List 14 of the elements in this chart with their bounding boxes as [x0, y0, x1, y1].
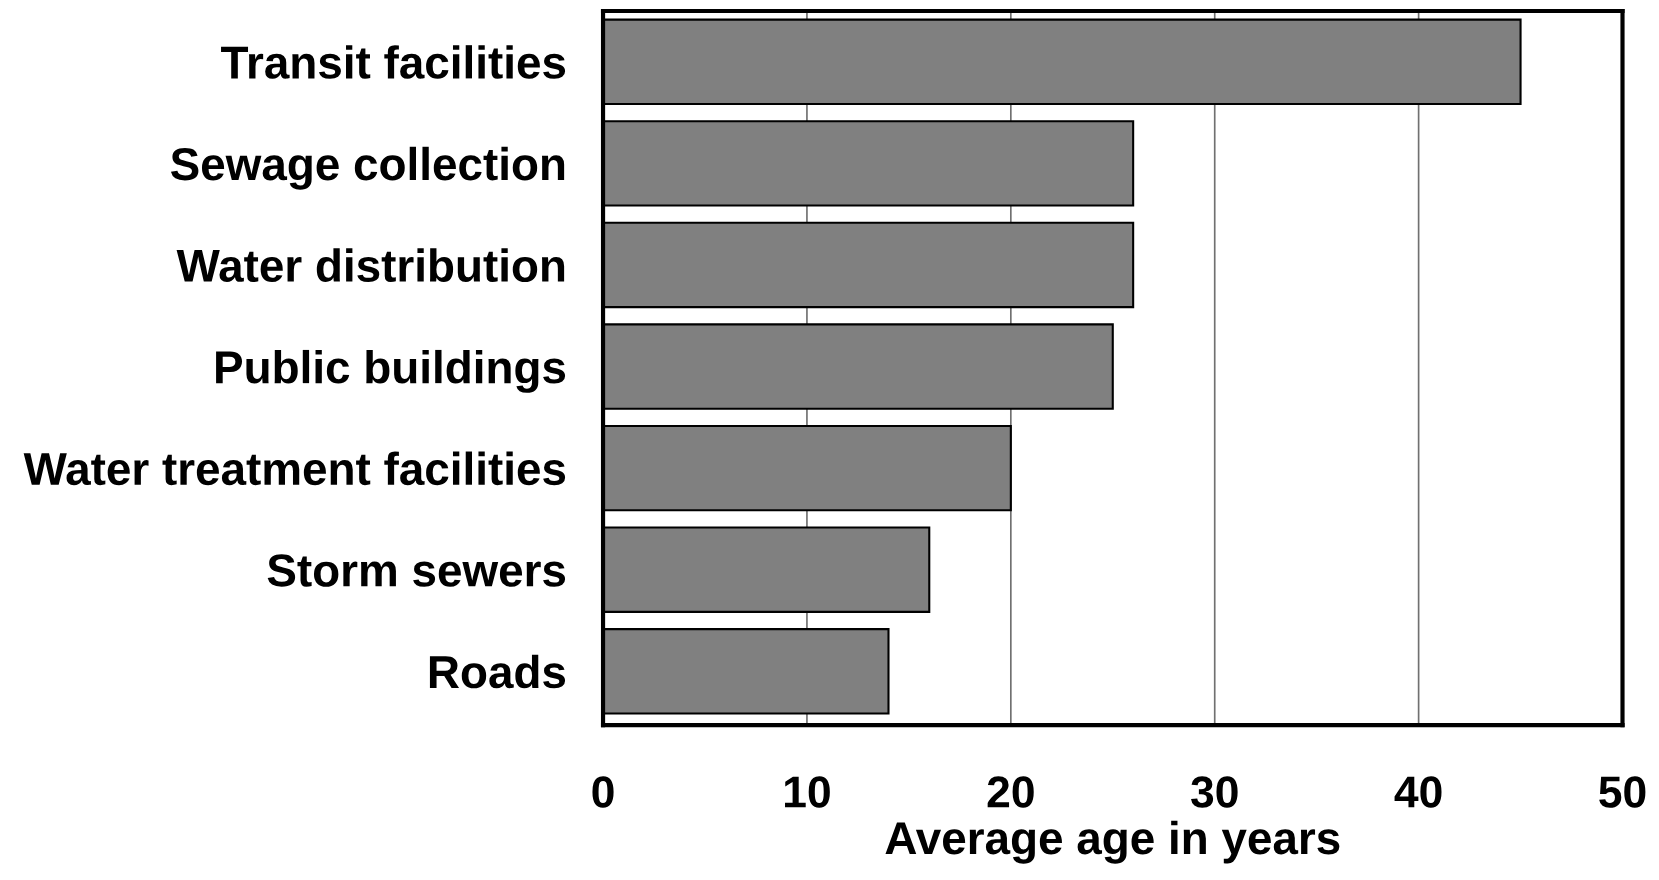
y-tick-label: Sewage collection — [170, 146, 565, 190]
y-tick-label: Storm sewers — [267, 554, 566, 587]
y-tick-label: Transit facilities — [221, 45, 566, 79]
x-axis-title: Average age in years — [885, 820, 1340, 864]
x-tick-label: 20 — [987, 776, 1034, 808]
x-tick-label: 0 — [592, 776, 614, 808]
y-tick-label: Water distribution — [176, 248, 565, 283]
x-tick-label: 30 — [1191, 776, 1238, 808]
y-tick-label: Public buildings — [216, 349, 566, 393]
y-tick-label: Water treatment facilities — [23, 451, 566, 486]
x-tick-label: 50 — [1599, 776, 1646, 808]
x-tick-label: 10 — [785, 776, 830, 808]
y-tick-label: Roads — [429, 654, 566, 689]
x-tick-label: 40 — [1394, 776, 1442, 808]
